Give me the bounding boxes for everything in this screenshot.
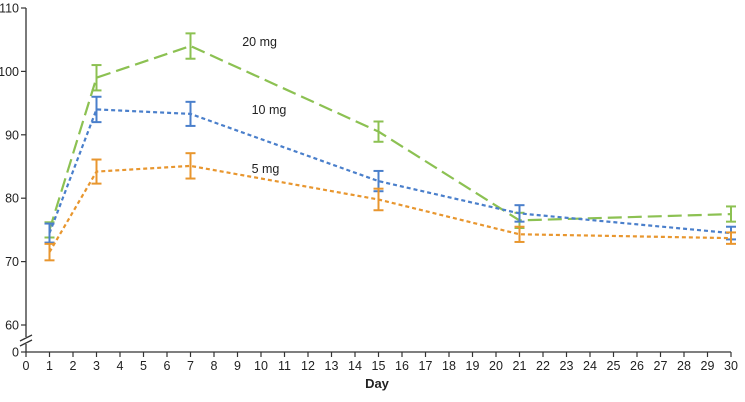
x-tick-label: 25 bbox=[607, 359, 621, 373]
y-tick-label: 70 bbox=[5, 255, 19, 269]
y-tick-label: 110 bbox=[0, 2, 19, 16]
x-tick-label: 9 bbox=[234, 359, 241, 373]
x-tick-label: 29 bbox=[701, 359, 715, 373]
x-tick-label: 11 bbox=[278, 359, 291, 373]
x-tick-label: 3 bbox=[93, 359, 100, 373]
x-tick-label: 8 bbox=[211, 359, 218, 373]
y-tick-label: 90 bbox=[5, 128, 19, 142]
y-tick-label: 0 bbox=[12, 346, 19, 360]
x-tick-label: 1 bbox=[46, 359, 53, 373]
x-tick-label: 30 bbox=[724, 359, 738, 373]
chart-series: 20 mg 10 mg 5 mg bbox=[44, 32, 736, 262]
y-tick-label: 80 bbox=[5, 192, 19, 206]
series-10-mg: 10 mg bbox=[44, 95, 736, 244]
y-tick-label: 60 bbox=[5, 319, 19, 333]
x-tick-label: 19 bbox=[466, 359, 480, 373]
x-tick-label: 2 bbox=[70, 359, 77, 373]
x-tick-label: 22 bbox=[536, 359, 550, 373]
series-20-mg: 20 mg bbox=[44, 32, 736, 239]
x-tick-label: 23 bbox=[560, 359, 574, 373]
x-tick-label: 15 bbox=[372, 359, 386, 373]
series-label: 20 mg bbox=[242, 35, 277, 49]
x-tick-label: 5 bbox=[140, 359, 147, 373]
x-tick-label: 16 bbox=[395, 359, 409, 373]
x-tick-label: 10 bbox=[254, 359, 268, 373]
series-line bbox=[48, 108, 732, 235]
y-axis-break-mark bbox=[19, 334, 33, 342]
y-tick-label: 100 bbox=[0, 65, 19, 79]
x-tick-label: 13 bbox=[325, 359, 339, 373]
x-axis-title: Day bbox=[365, 376, 390, 391]
x-tick-label: 6 bbox=[164, 359, 171, 373]
x-tick-label: 27 bbox=[654, 359, 668, 373]
series-line bbox=[48, 44, 732, 231]
x-tick-label: 12 bbox=[301, 359, 315, 373]
series-5-mg: 5 mg bbox=[44, 152, 736, 262]
x-tick-label: 28 bbox=[677, 359, 691, 373]
x-tick-label: 21 bbox=[513, 359, 527, 373]
x-tick-label: 7 bbox=[187, 359, 194, 373]
series-line bbox=[48, 164, 732, 253]
x-tick-label: 17 bbox=[419, 359, 433, 373]
x-tick-label: 14 bbox=[348, 359, 362, 373]
x-tick-label: 4 bbox=[117, 359, 124, 373]
y-axis-break-mark bbox=[19, 339, 33, 347]
x-tick-label: 18 bbox=[442, 359, 456, 373]
x-tick-label: 0 bbox=[23, 359, 30, 373]
series-label: 10 mg bbox=[252, 103, 287, 117]
x-tick-label: 26 bbox=[630, 359, 644, 373]
x-tick-label: 24 bbox=[583, 359, 597, 373]
series-label: 5 mg bbox=[252, 162, 280, 176]
x-tick-label: 20 bbox=[489, 359, 503, 373]
